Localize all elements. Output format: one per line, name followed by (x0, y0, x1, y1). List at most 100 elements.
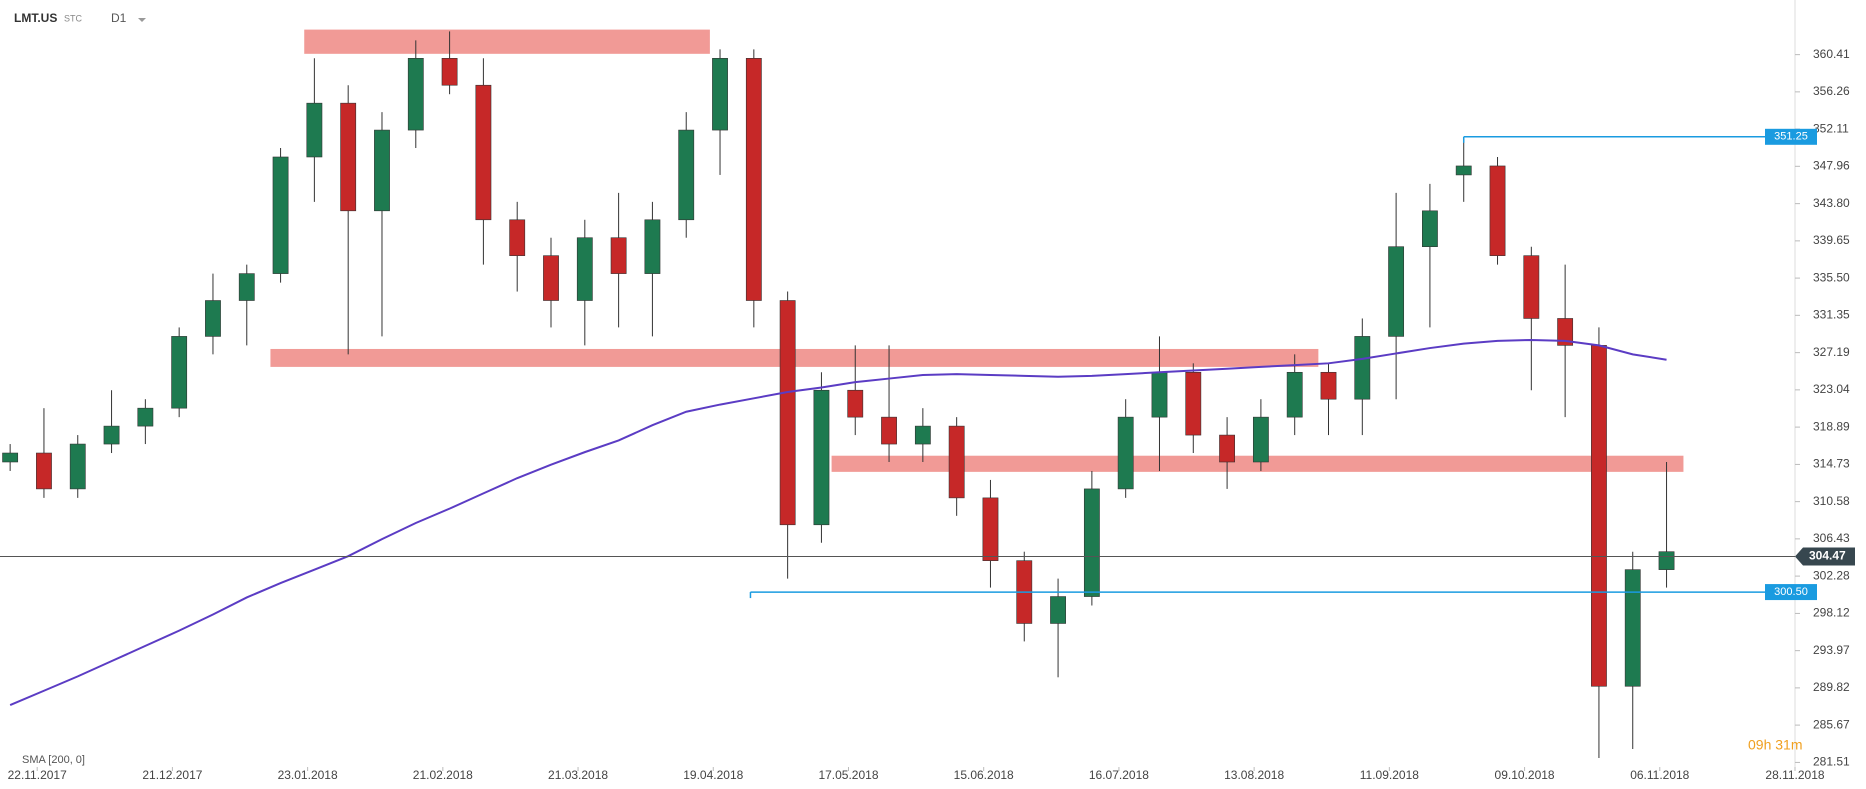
y-tick-label: 339.65 (1813, 233, 1850, 247)
zone (831, 455, 1684, 472)
candle-body (1455, 165, 1472, 176)
candle-body (238, 273, 255, 301)
candle-body (610, 237, 627, 274)
source: STC (64, 13, 83, 23)
candle-body (1320, 371, 1337, 400)
dropdown-arrow[interactable] (138, 18, 146, 22)
x-tick-label: 13.08.2018 (1224, 768, 1284, 782)
y-tick-label: 356.26 (1813, 84, 1850, 98)
candle-body (813, 389, 830, 526)
candle-body (1523, 255, 1540, 319)
y-tick-label: 327.19 (1813, 345, 1850, 359)
candle-body (407, 58, 424, 131)
candle-body (1388, 246, 1405, 337)
timer: 09h 31m (1748, 737, 1802, 753)
candle-body (576, 237, 593, 301)
y-tick-label: 302.28 (1813, 568, 1850, 582)
x-tick-label: 11.09.2018 (1360, 768, 1419, 782)
candle-body (982, 497, 999, 561)
y-tick-label: 343.80 (1813, 196, 1850, 210)
candle-body (1354, 336, 1371, 400)
y-tick-label: 310.58 (1813, 494, 1850, 508)
candle-body (509, 219, 526, 256)
y-tick-label: 298.12 (1813, 606, 1850, 620)
x-tick-label: 21.03.2018 (548, 768, 608, 782)
candle-body (441, 58, 458, 86)
x-tick-label: 28.11.2018 (1765, 768, 1824, 782)
y-tick-label: 347.96 (1813, 158, 1850, 172)
level-label-box (1765, 584, 1817, 601)
candle-body (171, 336, 188, 409)
x-tick-label: 21.02.2018 (413, 768, 473, 782)
candle-body (779, 300, 796, 526)
level-label-box (1765, 128, 1817, 145)
candle-body (1219, 434, 1235, 463)
x-tick-label: 06.11.2018 (1630, 768, 1689, 782)
level-label: 300.50 (1774, 586, 1808, 598)
candle-body (644, 219, 661, 274)
x-tick-label: 22.11.2017 (8, 768, 67, 782)
y-tick-label: 281.51 (1813, 755, 1850, 769)
interval[interactable]: D1 (111, 11, 127, 25)
candle-body (1151, 371, 1168, 418)
last-price-label: 304.47 (1809, 549, 1846, 563)
level-label: 351.25 (1774, 131, 1808, 143)
candle-body (272, 156, 289, 274)
candle-body (881, 416, 897, 445)
y-tick-label: 335.50 (1813, 270, 1850, 284)
x-tick-label: 16.07.2018 (1089, 768, 1149, 782)
indicator-legend[interactable]: SMA [200, 0] (22, 754, 85, 766)
candle-body (475, 84, 492, 221)
zone (304, 29, 710, 54)
y-tick-label: 323.04 (1813, 382, 1850, 396)
y-tick-label: 285.67 (1813, 717, 1850, 731)
candle-body (1083, 488, 1100, 597)
candle-body (678, 129, 695, 221)
y-tick-label: 289.82 (1813, 680, 1850, 694)
candle-body (340, 102, 357, 212)
y-tick-label: 293.97 (1813, 643, 1850, 657)
candle-body (1489, 165, 1506, 256)
candle-body (36, 452, 52, 490)
candle-body (712, 58, 728, 131)
y-tick-label: 352.11 (1813, 121, 1849, 135)
candle-body (1658, 551, 1675, 570)
x-tick-label: 23.01.2018 (278, 768, 338, 782)
candle-body (948, 425, 965, 499)
candle-body (374, 129, 390, 212)
x-tick-label: 19.04.2018 (683, 768, 743, 782)
candle-body (745, 58, 762, 301)
x-tick-label: 15.06.2018 (954, 768, 1014, 782)
candle-body (69, 443, 86, 490)
candle-body (543, 255, 559, 301)
candle-body (1185, 371, 1202, 436)
candle-body (1117, 416, 1134, 490)
candle-body (306, 102, 323, 158)
candle-body (1252, 416, 1269, 463)
candle-body (205, 300, 221, 337)
candle-body (103, 425, 120, 445)
y-tick-label: 318.89 (1813, 419, 1850, 433)
x-tick-label: 21.12.2017 (142, 768, 202, 782)
candle-body (137, 407, 154, 427)
candle-body (1286, 371, 1303, 418)
y-tick-label: 314.73 (1813, 457, 1850, 471)
candle-body (1624, 569, 1641, 687)
candle-body (914, 425, 931, 445)
candle-body (2, 452, 19, 463)
y-tick-label: 306.43 (1813, 531, 1850, 545)
last-price-box (1795, 547, 1855, 566)
candle-body (847, 389, 864, 418)
symbol[interactable]: LMT.US (14, 11, 57, 25)
sma-line (9, 338, 1667, 707)
candle-body (1050, 596, 1066, 624)
x-tick-label: 09.10.2018 (1495, 768, 1555, 782)
candle-body (1557, 318, 1574, 346)
y-tick-label: 360.41 (1813, 47, 1850, 61)
candle-body (1591, 345, 1607, 687)
x-tick-label: 17.05.2018 (818, 768, 878, 782)
y-tick-label: 331.35 (1813, 307, 1850, 321)
candle-body (1422, 210, 1438, 247)
